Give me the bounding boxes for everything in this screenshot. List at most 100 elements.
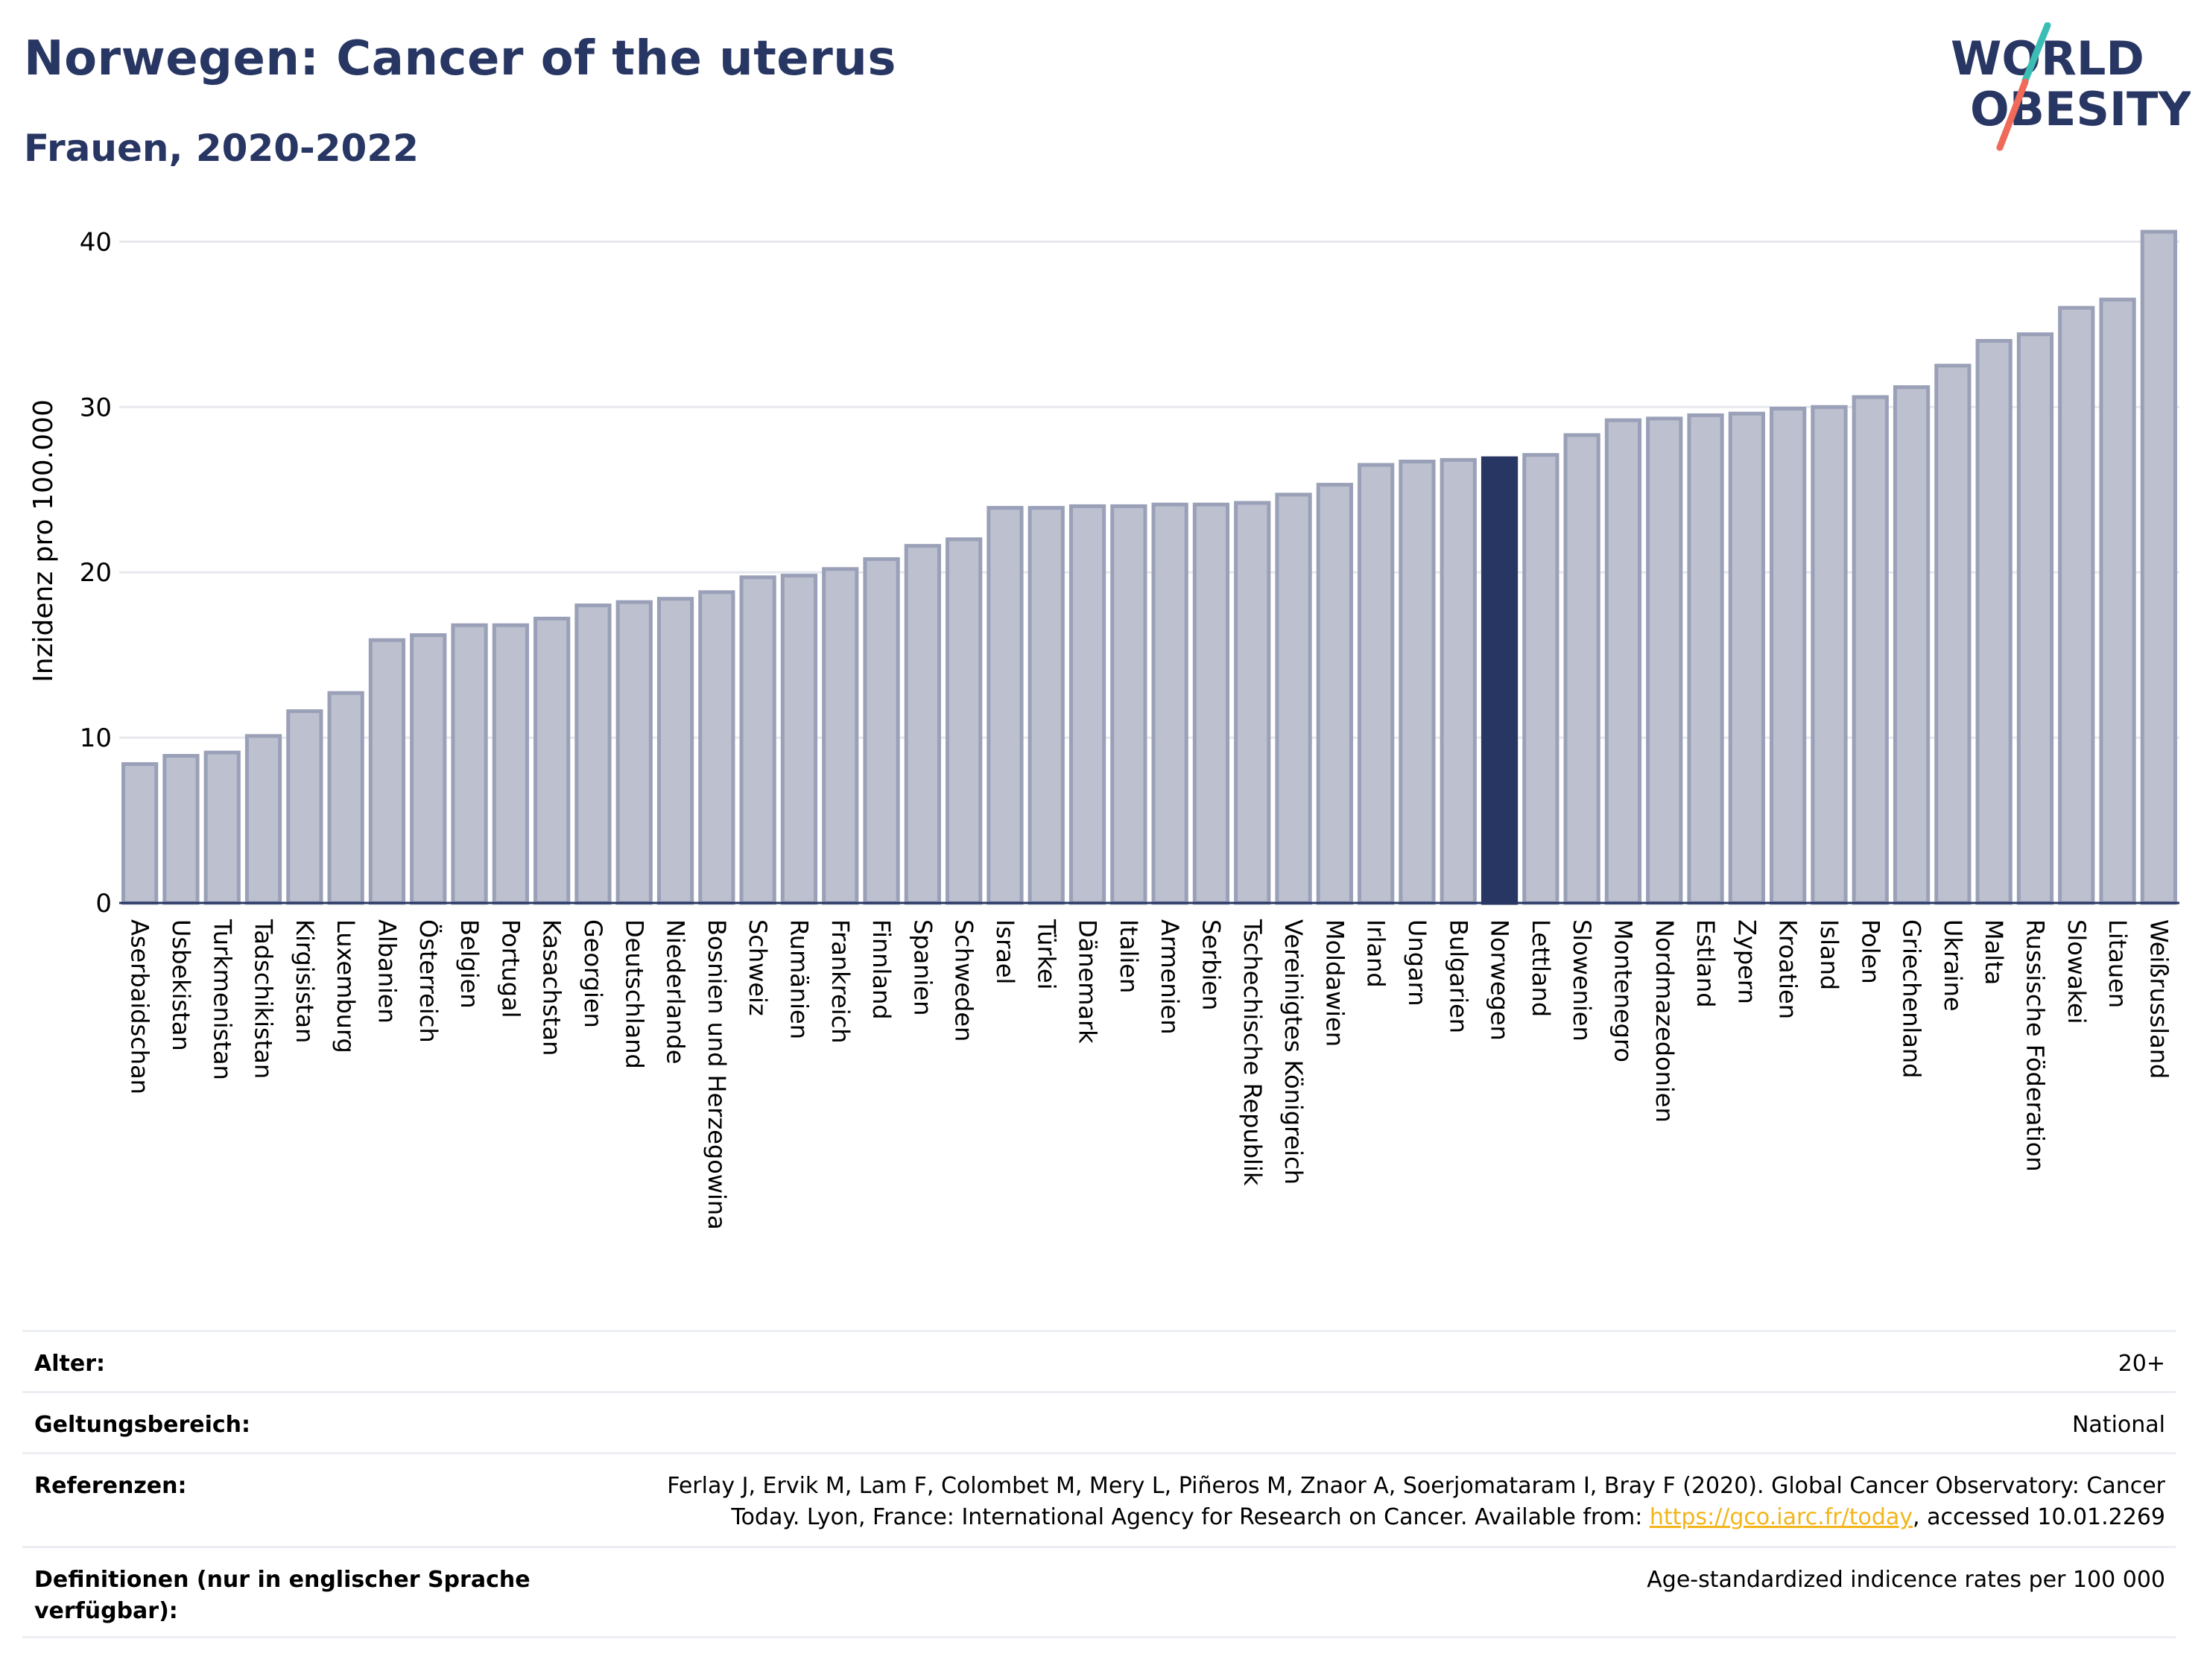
- bar-armenien[interactable]: [1151, 502, 1188, 905]
- x-tick-label: Russische Föderation: [2021, 919, 2049, 1172]
- bar-kroatien[interactable]: [1770, 407, 1807, 905]
- bar-israel[interactable]: [987, 506, 1024, 905]
- bar-schweden[interactable]: [946, 537, 983, 905]
- bar-tadschikistan[interactable]: [244, 734, 282, 905]
- bar-österreich[interactable]: [410, 633, 447, 905]
- bar-türkei[interactable]: [1027, 506, 1065, 905]
- x-tick-label: Estland: [1691, 919, 1720, 1008]
- bar-turkmenistan[interactable]: [203, 750, 241, 905]
- x-tick-label: Albanien: [373, 919, 401, 1024]
- chart-title: Norwegen: Cancer of the uterus: [24, 31, 896, 86]
- bar-tschechische-republik[interactable]: [1234, 501, 1271, 905]
- x-tick-label: Aserbaidschan: [126, 919, 154, 1094]
- reference-link[interactable]: https://gco.iarc.fr/today: [1649, 1504, 1913, 1530]
- bar-malta[interactable]: [1975, 339, 2013, 905]
- x-tick-label: Spanien: [908, 919, 937, 1015]
- x-tick-label: Montenegro: [1609, 919, 1637, 1062]
- x-tick-label: Finnland: [867, 919, 896, 1020]
- bar-montenegro[interactable]: [1604, 418, 1642, 905]
- x-tick-label: Bulgarien: [1444, 919, 1472, 1033]
- x-tick-label: Israel: [991, 919, 1019, 984]
- bar-nordmazedonien[interactable]: [1646, 416, 1683, 905]
- bars: [121, 229, 2177, 905]
- x-tick-label: Tschechische Republik: [1238, 919, 1267, 1186]
- bar-kirgisistan[interactable]: [286, 709, 323, 905]
- x-tick-label: Slowakei: [2062, 919, 2091, 1024]
- bar-aserbaidschan[interactable]: [121, 762, 159, 905]
- x-tick-label: Norwegen: [1486, 919, 1514, 1041]
- bar-slowenien[interactable]: [1563, 433, 1600, 905]
- y-tick-labels: 0 10 20 30 40: [80, 227, 112, 919]
- bar-griechenland[interactable]: [1893, 385, 1931, 905]
- bar-moldawien[interactable]: [1316, 483, 1353, 905]
- bar-italien[interactable]: [1110, 504, 1147, 905]
- meta-label-references: Referenzen:: [34, 1473, 187, 1499]
- bar-island[interactable]: [1811, 405, 1848, 905]
- x-tick-label: Dänemark: [1074, 919, 1102, 1044]
- bar-polen[interactable]: [1852, 395, 1889, 905]
- y-tick-label: 30: [80, 393, 112, 422]
- bar-schweiz[interactable]: [739, 575, 776, 905]
- meta-label-age: Alter:: [34, 1351, 105, 1377]
- bar-estland[interactable]: [1687, 413, 1724, 905]
- bar-rumänien[interactable]: [780, 574, 818, 905]
- x-tick-label: Kroatien: [1774, 919, 1802, 1019]
- meta-label-definitions: Definitionen (nur in englischer Sprache …: [34, 1567, 531, 1624]
- x-tick-label: Niederlande: [662, 919, 690, 1064]
- logo-text-world: WORLD: [1951, 31, 2144, 86]
- bar-bulgarien[interactable]: [1440, 457, 1477, 905]
- x-tick-label: Weißrussland: [2144, 919, 2173, 1079]
- x-tick-label: Zypern: [1732, 919, 1761, 1004]
- meta-row-scope: Geltungsbereich: National: [22, 1391, 2176, 1452]
- x-tick-label: Malta: [1980, 919, 2008, 985]
- x-tick-label: Schweiz: [744, 919, 772, 1016]
- x-tick-label: Island: [1815, 919, 1843, 990]
- bar-spanien[interactable]: [904, 544, 941, 905]
- x-tick-label: Schweden: [950, 919, 978, 1042]
- x-tick-label: Turkmenistan: [208, 919, 236, 1080]
- bar-bosnien-und-herzegowina[interactable]: [698, 590, 735, 905]
- bar-lettland[interactable]: [1522, 453, 1559, 905]
- bar-luxemburg[interactable]: [327, 691, 364, 905]
- x-tick-label: Ukraine: [1939, 919, 1967, 1012]
- bar-georgien[interactable]: [574, 603, 612, 905]
- x-tick-label: Slowenien: [1568, 919, 1596, 1042]
- x-tick-label: Serbien: [1197, 919, 1225, 1010]
- bar-norwegen[interactable]: [1481, 456, 1519, 905]
- x-tick-label: Türkei: [1032, 919, 1060, 990]
- bar-slowakei[interactable]: [2058, 305, 2095, 905]
- bar-belgien[interactable]: [451, 623, 488, 905]
- x-tick-label: Lettland: [1527, 919, 1555, 1017]
- y-tick-label: 20: [80, 558, 112, 588]
- bar-irland[interactable]: [1358, 463, 1395, 905]
- bar-vereinigtes-königreich[interactable]: [1275, 492, 1312, 905]
- bar-serbien[interactable]: [1192, 502, 1230, 905]
- meta-value-references: Ferlay J, Ervik M, Lam F, Colombet M, Me…: [638, 1471, 2165, 1533]
- bar-dänemark[interactable]: [1068, 504, 1106, 905]
- reference-accessed: , accessed 10.01.2269: [1913, 1504, 2165, 1530]
- x-tick-label: Belgien: [455, 919, 484, 1009]
- bar-ukraine[interactable]: [1934, 364, 1972, 905]
- bar-finnland[interactable]: [863, 557, 900, 905]
- y-tick-label: 10: [80, 723, 112, 753]
- bar-litauen[interactable]: [2099, 297, 2136, 905]
- bar-russische-föderation[interactable]: [2016, 332, 2054, 905]
- bar-niederlande[interactable]: [656, 597, 694, 905]
- bar-deutschland[interactable]: [615, 600, 653, 905]
- x-tick-label: Usbekistan: [167, 919, 195, 1051]
- x-tick-label: Portugal: [496, 919, 525, 1018]
- bar-frankreich[interactable]: [822, 567, 859, 905]
- bar-ungarn[interactable]: [1399, 460, 1436, 905]
- bar-kasachstan[interactable]: [533, 616, 571, 905]
- x-tick-label: Griechenland: [1898, 919, 1926, 1078]
- bar-portugal[interactable]: [492, 623, 529, 905]
- x-tick-label: Georgien: [579, 919, 607, 1028]
- chart-subtitle: Frauen, 2020-2022: [24, 127, 419, 170]
- x-tick-label: Rumänien: [785, 919, 813, 1039]
- meta-row-age: Alter: 20+: [22, 1330, 2176, 1391]
- bar-usbekistan[interactable]: [162, 754, 200, 905]
- bar-weißrussland[interactable]: [2140, 229, 2177, 905]
- x-tick-label: Bosnien und Herzegowina: [703, 919, 731, 1230]
- bar-albanien[interactable]: [368, 638, 406, 905]
- bar-zypern[interactable]: [1728, 411, 1765, 905]
